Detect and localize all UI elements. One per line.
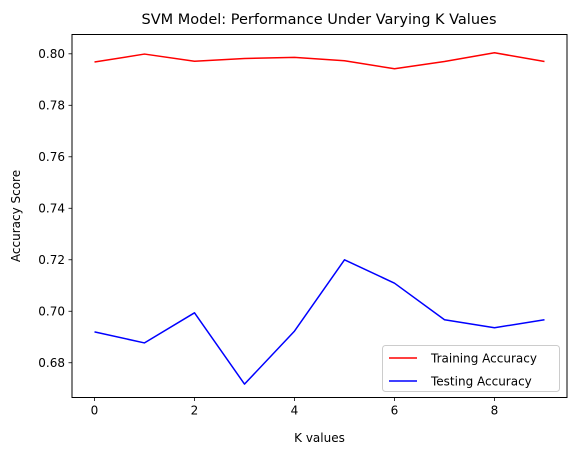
x-tick-label: 0: [91, 404, 99, 418]
legend-box: [382, 345, 560, 392]
x-axis-label: K values: [294, 431, 345, 445]
x-tick-label: 4: [291, 404, 299, 418]
y-tick-label: 0.68: [38, 356, 65, 370]
x-tick-label: 2: [191, 404, 199, 418]
chart-title: SVM Model: Performance Under Varying K V…: [141, 12, 496, 28]
legend: Training Accuracy Testing Accuracy: [382, 345, 560, 392]
y-tick-label: 0.72: [38, 253, 65, 267]
y-tick-label: 0.78: [38, 99, 65, 113]
series-lines: [94, 52, 545, 385]
y-tick-label: 0.70: [38, 305, 65, 319]
legend-label-training: Training Accuracy: [430, 352, 537, 366]
y-tick-label: 0.80: [38, 47, 65, 61]
legend-label-testing: Testing Accuracy: [430, 375, 532, 389]
plot-area-frame: [71, 34, 568, 398]
axis-ticks: 0 2 4 6 8 0.68 0.70 0.72 0.74 0.76 0.78 0.80: [38, 47, 498, 417]
x-tick-label: 6: [391, 404, 399, 418]
y-tick-label: 0.74: [38, 202, 65, 216]
y-axis-label: Accuracy Score: [9, 170, 23, 262]
y-tick-label: 0.76: [38, 150, 65, 164]
testing-accuracy-line: [94, 259, 545, 385]
training-accuracy-line: [94, 52, 545, 70]
x-tick-label: 8: [491, 404, 499, 418]
